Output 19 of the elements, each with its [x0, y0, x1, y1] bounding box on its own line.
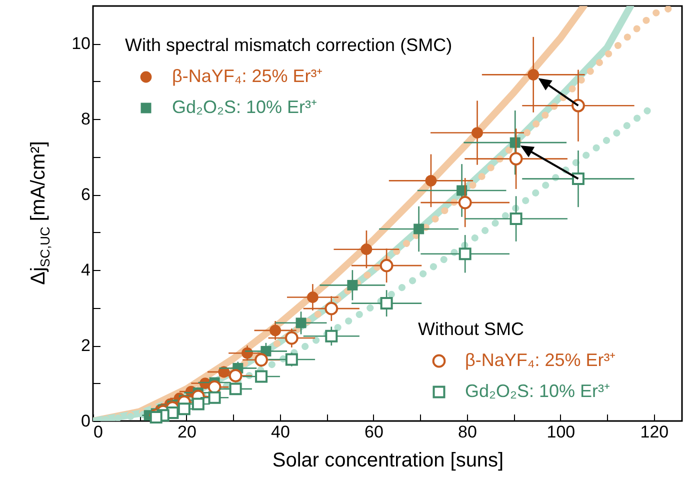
- legend-label: Gd₂O₂S: 10% Er³⁺: [465, 381, 610, 401]
- y-tick-label: 2: [81, 336, 90, 356]
- x-tick-label: 40: [271, 422, 290, 442]
- x-axis-title: Solar concentration [suns]: [272, 450, 504, 472]
- annotation: Without SMC: [418, 319, 524, 339]
- x-tick-label: 60: [364, 422, 384, 442]
- x-tick-label: 20: [178, 422, 196, 442]
- y-tick-label: 10: [72, 34, 90, 54]
- y-tick-label: 4: [81, 260, 90, 280]
- legend-title: With spectral mismatch correction (SMC): [125, 35, 452, 55]
- x-tick-label: 0: [94, 422, 103, 442]
- x-tick-label: 80: [458, 422, 477, 442]
- legend-label: β-NaYF₄: 25% Er³⁺: [465, 350, 616, 370]
- x-tick-label: 100: [546, 422, 576, 442]
- y-tick-label: 6: [81, 185, 90, 204]
- legend-label: Gd₂O₂S: 10% Er³⁺: [172, 97, 318, 117]
- legend-label: β-NaYF₄: 25% Er³⁺: [172, 66, 323, 86]
- x-tick-label: 120: [640, 422, 669, 442]
- y-tick-label: 8: [81, 110, 90, 129]
